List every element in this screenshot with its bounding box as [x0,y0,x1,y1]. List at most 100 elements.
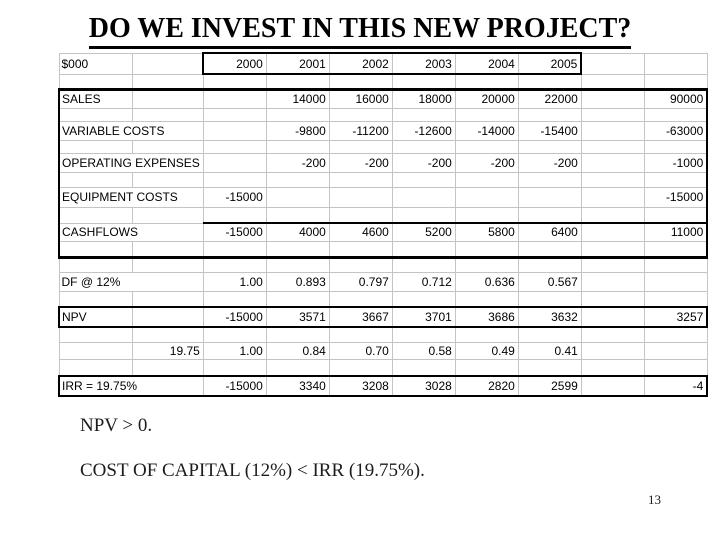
cell-spacer-3-9 [643,139,709,154]
row-spacer-2 [57,107,709,122]
cell-irr-factors-1: 19.75 [131,341,204,360]
cell-spacer-9-6 [454,326,519,343]
cell-spacer-8-3 [265,290,330,308]
cell-spacer-9-3 [265,326,330,343]
row-variable-costs: VARIABLE COSTS -9800 -11200 -12600 -14000 -15… [57,120,709,141]
cell-spacer-1-6 [454,73,519,90]
cell-cashflows-6: 5800 [454,222,519,242]
cell-irr-factors-8 [580,341,645,360]
cell-variable-costs-8 [580,120,645,141]
cell-spacer-4-6 [454,171,519,188]
row-spacer-1 [58,73,708,90]
cell-cashflows-3: 4000 [265,222,330,242]
cell-spacer-9-2 [202,326,267,343]
cell-irr-factors-7: 0.41 [517,341,582,360]
cell-spacer-3-4 [328,139,393,154]
cell-spacer-2-5 [391,107,456,122]
cell-spacer-1-5 [391,73,456,90]
cell-spacer-4-4 [328,171,393,188]
cell-spacer-6-7 [517,240,582,259]
cell-operating-expenses-7: -200 [517,152,582,173]
cell-spacer-4-9 [643,171,709,188]
cell-equipment-costs-0: EQUIPMENT COSTS [57,186,204,208]
cell-npv-6: 3686 [454,306,519,328]
cell-discount-factor-9 [643,271,708,292]
cell-npv-7: 3632 [517,306,582,328]
cell-header-years-1 [131,52,204,75]
cell-spacer-10-9 [643,358,708,377]
cell-spacer-8-5 [391,290,456,308]
cell-equipment-costs-5 [391,186,456,208]
cell-spacer-9-7 [517,326,582,343]
cell-spacer-10-8 [580,358,645,377]
row-spacer-7 [58,256,708,273]
cell-npv-2: -15000 [202,306,267,328]
cell-spacer-5-4 [328,206,393,224]
cell-spacer-7-3 [265,256,330,273]
cell-header-years-9 [643,52,708,75]
cell-spacer-7-9 [643,256,708,273]
conclusion-cost-of-capital: COST OF CAPITAL (12%) < IRR (19.75%). [80,459,425,481]
cell-spacer-2-2 [202,107,267,122]
cell-spacer-2-6 [454,107,519,122]
cell-npv-8 [580,306,645,328]
cell-spacer-3-6 [454,139,519,154]
cell-spacer-3-5 [391,139,456,154]
cell-spacer-9-5 [391,326,456,343]
cell-operating-expenses-0: OPERATING EXPENSES [57,152,204,173]
cell-variable-costs-2 [202,120,267,141]
cell-spacer-10-4 [328,358,393,377]
cell-cashflows-9: 11000 [643,222,709,242]
cell-equipment-costs-9: -15000 [643,186,709,208]
cell-spacer-4-0 [57,171,133,188]
cell-npv-4: 3667 [328,306,393,328]
cell-spacer-2-9 [643,107,709,122]
cell-operating-expenses-9: -1000 [643,152,709,173]
cell-equipment-costs-3 [265,186,330,208]
cell-operating-expenses-4: -200 [328,152,393,173]
cell-spacer-8-8 [580,290,645,308]
cell-spacer-5-6 [454,206,519,224]
cell-variable-costs-7: -15400 [517,120,582,141]
cell-npv-3: 3571 [265,306,330,328]
cell-sales-8 [580,87,645,109]
cell-spacer-9-0 [58,326,133,343]
row-spacer-4 [57,171,709,188]
cell-spacer-6-5 [391,240,456,259]
cell-irr-factors-4: 0.70 [328,341,393,360]
cell-cashflows-0: CASHFLOWS [57,222,204,242]
cell-spacer-3-7 [517,139,582,154]
cell-discount-factor-3: 0.893 [265,271,330,292]
spreadsheet: $000 2000 2001 2002 2003 2004 2005 SALES 14000 16… [57,52,709,397]
cell-spacer-8-2 [202,290,267,308]
cell-irr-9: -4 [643,375,709,397]
cell-spacer-5-3 [265,206,330,224]
cell-header-years-0: $000 [58,52,133,75]
cell-spacer-4-3 [265,171,330,188]
cell-spacer-2-4 [328,107,393,122]
cell-operating-expenses-6: -200 [454,152,519,173]
cell-spacer-2-7 [517,107,582,122]
cell-spacer-5-5 [391,206,456,224]
cell-spacer-4-8 [580,171,645,188]
row-irr-factors: 19.75 1.00 0.84 0.70 0.58 0.49 0.41 [58,341,708,360]
cell-spacer-1-8 [580,73,645,90]
cell-irr-factors-5: 0.58 [391,341,456,360]
cell-spacer-3-2 [202,139,267,154]
cell-spacer-8-7 [517,290,582,308]
cell-spacer-6-9 [643,240,709,259]
cell-spacer-4-1 [131,171,204,188]
cell-spacer-8-0 [58,290,133,308]
cell-sales-2 [202,87,267,109]
cell-spacer-2-8 [580,107,645,122]
cell-spacer-8-1 [131,290,204,308]
cell-equipment-costs-2: -15000 [202,186,267,208]
cell-spacer-5-7 [517,206,582,224]
cell-variable-costs-9: -63000 [643,120,709,141]
cell-spacer-1-1 [131,73,204,90]
slide-title-container: DO WE INVEST IN THIS NEW PROJECT? [0,13,720,49]
row-spacer-6 [57,240,709,259]
cell-spacer-5-2 [202,206,267,224]
cell-header-years-8 [580,52,645,75]
row-spacer-3 [57,139,709,154]
